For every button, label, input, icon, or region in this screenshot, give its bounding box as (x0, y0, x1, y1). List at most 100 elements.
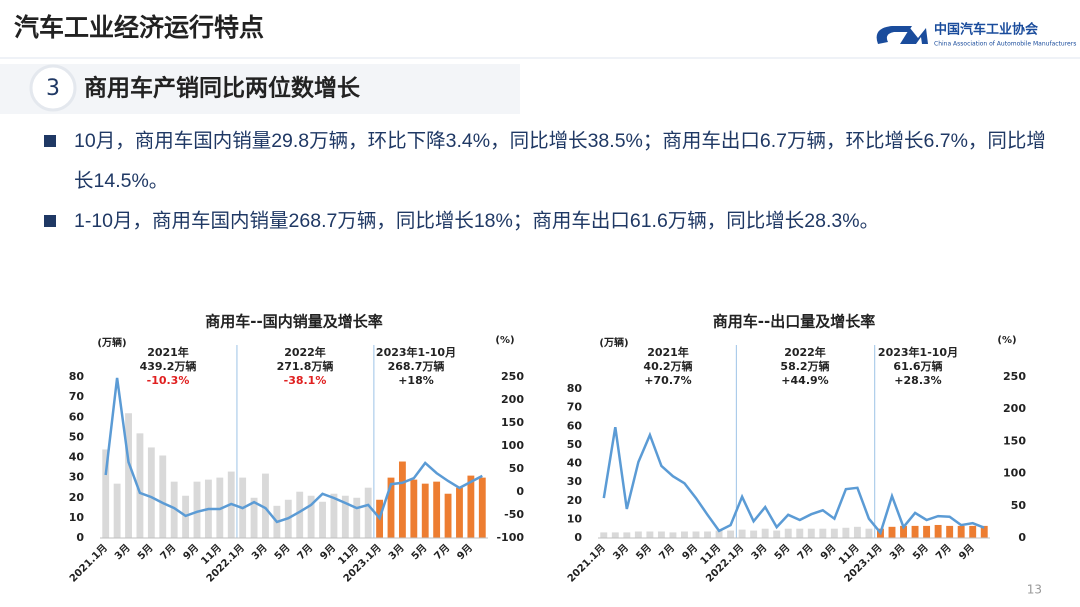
bar (456, 487, 463, 538)
section-title: 商用车产销同比两位数增长 (84, 75, 361, 102)
bar (911, 525, 919, 538)
y-tick-label: 50 (567, 438, 583, 451)
bar (125, 413, 132, 538)
period-growth: -38.1% (284, 374, 327, 387)
bar (364, 487, 372, 538)
period-total: 439.2万辆 (140, 359, 197, 373)
bar (159, 455, 167, 538)
x-tick-label: 5月 (634, 542, 654, 562)
bar (611, 532, 619, 538)
bar (600, 532, 608, 538)
period-year: 2022年 (784, 345, 826, 359)
bar (842, 527, 850, 538)
x-tick-label: 7月 (933, 542, 953, 562)
x-tick-label: 7月 (432, 542, 452, 562)
y-tick-label: 20 (69, 491, 85, 504)
y2-tick-label: 250 (1003, 370, 1026, 383)
header-title: 汽车工业经济运行特点 (14, 13, 264, 42)
period-total: 40.2万辆 (643, 359, 692, 373)
period-total: 61.6万辆 (893, 359, 942, 373)
y2-tick-label: 100 (501, 439, 524, 452)
section-number: 3 (46, 76, 60, 101)
bar (969, 525, 977, 538)
x-tick-label: 2021.1月 (565, 542, 608, 585)
bar (147, 447, 155, 538)
bar (946, 525, 954, 538)
y2-tick-label: 250 (501, 370, 524, 383)
x-tick-label: 2021.1月 (67, 542, 110, 585)
bar (681, 531, 688, 538)
bar (865, 528, 873, 538)
period-total: 268.7万辆 (388, 359, 445, 373)
bar (353, 497, 361, 538)
y-tick-label: 20 (567, 494, 583, 507)
bar (296, 491, 304, 538)
y2-axis-label: (%) (495, 335, 514, 346)
y2-tick-label: 50 (1011, 499, 1027, 512)
bar (444, 493, 452, 538)
chart-title: 商用车--出口量及增长率 (713, 313, 875, 331)
section-badge (29, 64, 77, 112)
x-tick-label: 5月 (772, 542, 792, 562)
period-total: 271.8万辆 (277, 359, 334, 373)
bar (830, 528, 838, 538)
x-tick-label: 7月 (295, 542, 315, 562)
bar (170, 481, 178, 538)
logo-mark (900, 28, 928, 44)
bar (727, 530, 735, 538)
period-year: 2021年 (147, 345, 189, 359)
bar (900, 525, 907, 538)
logo-mark (876, 26, 912, 44)
bar (307, 495, 315, 538)
x-tick-label: 7月 (657, 542, 677, 562)
y-tick-label: 50 (69, 430, 85, 443)
y2-axis-label: (%) (997, 335, 1016, 346)
x-tick-label: 9月 (181, 542, 201, 562)
bar (433, 481, 441, 538)
y-tick-label: 80 (69, 370, 85, 383)
x-tick-label: 9月 (818, 542, 838, 562)
x-tick-label: 3月 (112, 542, 132, 562)
bar (888, 526, 896, 538)
bar (634, 531, 642, 538)
bar (250, 497, 258, 538)
x-tick-label: 9月 (318, 542, 338, 562)
y-tick-label: 0 (574, 531, 582, 544)
y-tick-label: 70 (567, 401, 583, 414)
x-tick-label: 5月 (409, 542, 429, 562)
y2-tick-label: 150 (501, 416, 524, 429)
bar (934, 524, 942, 538)
bar (102, 449, 110, 538)
page-number: 13 (1027, 583, 1042, 597)
bar (715, 530, 723, 538)
bar (623, 532, 631, 538)
logo-text: 中国汽车工业协会 (934, 22, 1039, 38)
period-growth: -10.3% (147, 374, 190, 387)
y-tick-label: 0 (76, 531, 84, 544)
y2-tick-label: 200 (1003, 402, 1026, 415)
bar (853, 526, 861, 538)
bar (467, 475, 475, 538)
bar (478, 477, 486, 538)
bullet: 1-10月，商用车国内销量268.7万辆，同比增长18%；商用车出口61.6万辆… (44, 201, 1054, 241)
logo-text-en: China Association of Automobile Manufact… (934, 41, 1076, 48)
y2-tick-label: 0 (516, 485, 524, 498)
bar (330, 493, 338, 538)
period-growth: +18% (398, 374, 434, 387)
y-tick-label: 30 (69, 471, 85, 484)
bar (421, 483, 429, 538)
bar (784, 528, 792, 538)
x-tick-label: 9月 (680, 542, 700, 562)
y2-tick-label: 200 (501, 393, 524, 406)
bar (262, 473, 269, 538)
period-total: 58.2万辆 (780, 359, 829, 373)
bar (387, 477, 395, 538)
bar (692, 531, 700, 538)
bar (807, 528, 815, 538)
bar (704, 531, 711, 538)
y-tick-label: 40 (69, 451, 85, 464)
bar (923, 525, 931, 538)
bar (761, 528, 769, 538)
bar (319, 501, 326, 538)
